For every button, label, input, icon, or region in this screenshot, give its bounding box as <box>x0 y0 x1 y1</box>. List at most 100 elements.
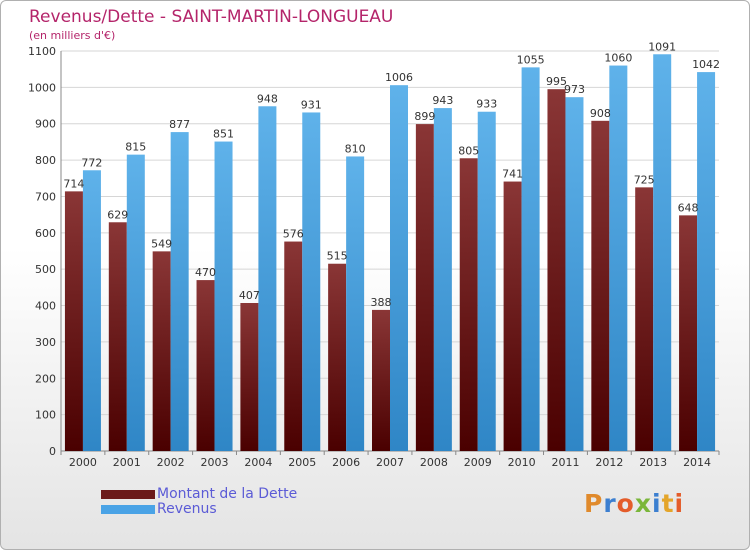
legend-swatch-revenus <box>101 505 155 514</box>
y-tick-label: 900 <box>35 118 56 131</box>
data-label-dette: 805 <box>458 144 479 157</box>
bar-dette <box>240 303 259 451</box>
bar-revenus <box>609 65 628 451</box>
bar-revenus <box>82 170 101 452</box>
bar-revenus <box>697 72 716 451</box>
data-label-dette: 995 <box>546 75 567 88</box>
x-tick-label: 2008 <box>420 456 448 469</box>
data-label-dette: 407 <box>239 289 260 302</box>
logo-letter: P <box>584 489 604 518</box>
data-label-dette: 388 <box>371 296 392 309</box>
x-tick-label: 2010 <box>508 456 536 469</box>
data-label-revenus: 943 <box>432 94 453 107</box>
x-tick-label: 2013 <box>639 456 667 469</box>
bar-revenus <box>346 156 365 452</box>
x-tick-label: 2003 <box>201 456 229 469</box>
data-label-dette: 908 <box>590 107 611 120</box>
data-label-dette: 515 <box>327 250 348 263</box>
y-tick-label: 100 <box>35 409 56 422</box>
logo-letter: i <box>652 489 662 518</box>
chart-subtitle: (en milliers d'€) <box>29 29 116 42</box>
y-tick-label: 800 <box>35 154 56 167</box>
data-label-dette: 549 <box>151 237 172 250</box>
data-label-dette: 470 <box>195 266 216 279</box>
logo-letter: x <box>634 489 652 518</box>
bar-dette <box>152 251 171 451</box>
data-label-revenus: 877 <box>169 118 190 131</box>
data-label-revenus: 1042 <box>692 58 720 71</box>
bar-dette <box>372 309 390 451</box>
bar-dette <box>108 222 127 451</box>
bar-dette <box>503 181 522 451</box>
data-label-dette: 629 <box>107 208 128 221</box>
bar-revenus <box>653 54 672 451</box>
y-tick-label: 600 <box>35 227 56 240</box>
data-label-revenus: 948 <box>257 92 278 105</box>
data-label-revenus: 1055 <box>517 53 545 66</box>
x-tick-label: 2007 <box>376 456 404 469</box>
y-tick-label: 300 <box>35 336 56 349</box>
bar-revenus <box>302 112 321 452</box>
bar-dette <box>547 89 566 451</box>
data-label-revenus: 931 <box>301 98 322 111</box>
x-tick-label: 2006 <box>332 456 360 469</box>
bar-revenus <box>477 111 496 452</box>
data-label-revenus: 851 <box>213 128 234 141</box>
legend-label-dette: Montant de la Dette <box>157 486 298 502</box>
y-tick-label: 1100 <box>28 45 56 58</box>
y-tick-label: 0 <box>49 445 56 458</box>
bar-revenus <box>170 132 189 451</box>
x-tick-label: 2004 <box>244 456 272 469</box>
logo-letter: t <box>661 489 675 518</box>
data-label-dette: 714 <box>63 177 84 190</box>
data-label-dette: 576 <box>283 228 304 241</box>
legend-swatch-dette <box>101 490 155 499</box>
data-label-revenus: 1060 <box>604 52 632 65</box>
logo-letter: r <box>603 489 617 518</box>
data-label-revenus: 1006 <box>385 71 413 84</box>
data-label-revenus: 973 <box>564 83 585 96</box>
bar-dette <box>64 191 83 451</box>
data-label-revenus: 933 <box>476 98 497 111</box>
logo-letter: o <box>616 489 635 518</box>
y-tick-label: 500 <box>35 263 56 276</box>
x-tick-label: 2001 <box>113 456 141 469</box>
legend-label-revenus: Revenus <box>157 501 217 517</box>
bar-revenus <box>565 97 584 451</box>
y-tick-label: 1000 <box>28 81 56 94</box>
bar-revenus <box>390 85 408 451</box>
data-label-dette: 899 <box>414 110 435 123</box>
bar-dette <box>679 215 698 451</box>
data-label-revenus: 1091 <box>648 40 676 53</box>
data-label-dette: 725 <box>634 173 655 186</box>
x-tick-label: 2002 <box>157 456 185 469</box>
x-tick-label: 2009 <box>464 456 492 469</box>
x-tick-label: 2014 <box>683 456 711 469</box>
bar-revenus <box>214 141 233 451</box>
proxiti-logo: Proxiti <box>584 489 684 518</box>
logo-letter: i <box>674 489 685 518</box>
chart-title: Revenus/Dette - SAINT-MARTIN-LONGUEAU <box>29 7 394 27</box>
y-tick-label: 700 <box>35 190 56 203</box>
data-label-revenus: 815 <box>125 141 146 154</box>
bar-revenus <box>126 154 145 452</box>
data-label-revenus: 810 <box>345 142 366 155</box>
bar-revenus <box>521 67 540 451</box>
bar-dette <box>459 158 478 452</box>
data-label-dette: 648 <box>678 201 699 214</box>
bar-dette <box>415 124 434 451</box>
bar-dette <box>591 120 610 452</box>
bar-revenus <box>258 106 277 451</box>
data-label-dette: 741 <box>502 168 523 181</box>
x-tick-label: 2011 <box>551 456 579 469</box>
x-tick-label: 2012 <box>595 456 623 469</box>
data-label-revenus: 772 <box>81 156 102 169</box>
bar-dette <box>328 263 347 451</box>
bar-dette <box>196 280 215 451</box>
y-tick-label: 400 <box>35 300 56 313</box>
bar-dette <box>635 187 654 451</box>
bar-dette <box>284 241 303 451</box>
bar-revenus <box>433 108 452 451</box>
